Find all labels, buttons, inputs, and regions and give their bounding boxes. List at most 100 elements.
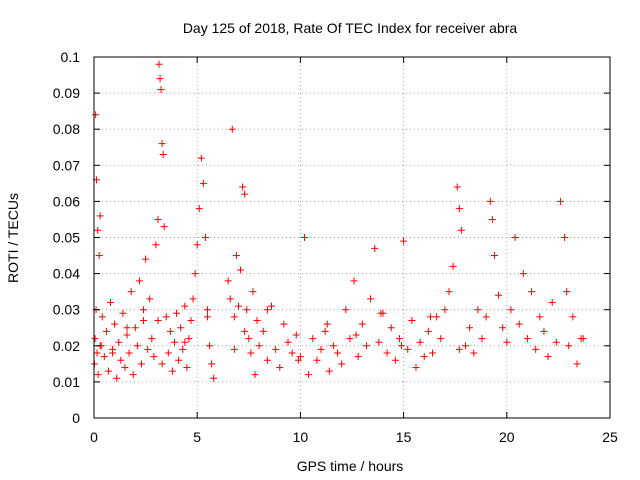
data-point: [323, 320, 331, 328]
data-point: [183, 363, 191, 371]
data-point: [158, 360, 166, 368]
data-point: [93, 349, 101, 357]
data-point: [395, 335, 403, 343]
data-point: [111, 320, 119, 328]
axis-ticks: 0 5 10 15 20 25 0 0.01 0.02 0.03 0.04 0.05 0.06 0.07 0…: [53, 49, 618, 445]
data-point: [301, 234, 309, 241]
data-point: [255, 342, 263, 350]
data-point: [507, 306, 515, 314]
data-point: [157, 85, 165, 93]
data-point: [288, 349, 296, 357]
data-point: [91, 335, 99, 343]
data-point: [334, 349, 342, 357]
data-point: [488, 215, 496, 223]
data-point: [272, 345, 280, 353]
data-point: [142, 255, 150, 263]
y-tick-label: 0.1: [61, 49, 81, 65]
data-point: [470, 349, 478, 357]
data-point: [239, 183, 247, 191]
data-point: [156, 75, 164, 83]
data-point: [532, 345, 540, 353]
data-point: [181, 302, 189, 310]
data-point: [251, 371, 259, 379]
grid: [94, 57, 610, 418]
data-point: [280, 320, 288, 328]
data-point: [129, 371, 137, 379]
data-point: [131, 324, 139, 332]
data-point: [195, 205, 203, 213]
data-point: [515, 320, 523, 328]
data-point: [466, 324, 474, 332]
x-axis-label: GPS time / hours: [297, 458, 404, 474]
data-point: [342, 306, 350, 314]
data-point: [482, 313, 490, 321]
data-point: [96, 212, 104, 220]
data-point: [159, 150, 167, 158]
data-point: [117, 356, 125, 364]
data-point: [210, 374, 218, 382]
data-point: [150, 353, 158, 361]
data-point: [193, 241, 201, 249]
data-point: [241, 190, 249, 198]
data-point: [352, 331, 360, 339]
data-point: [404, 345, 412, 353]
data-point: [168, 367, 176, 375]
data-point: [455, 205, 463, 213]
x-tick-label: 5: [193, 429, 201, 445]
data-point: [424, 327, 432, 335]
x-tick-label: 0: [90, 429, 98, 445]
data-point: [144, 345, 152, 353]
plot-frame: [93, 56, 611, 419]
data-point: [367, 295, 375, 303]
data-point: [499, 324, 507, 332]
data-point: [152, 241, 160, 249]
data-point: [94, 226, 102, 234]
data-point: [284, 338, 292, 346]
data-point: [478, 335, 486, 343]
data-point: [358, 320, 366, 328]
chart-title: Day 125 of 2018, Rate Of TEC Index for r…: [183, 20, 518, 36]
data-point: [173, 309, 181, 317]
data-point: [445, 288, 453, 296]
y-tick-label: 0.09: [53, 85, 80, 101]
data-point: [224, 277, 232, 285]
data-point: [523, 335, 531, 343]
data-point: [398, 342, 406, 350]
data-point: [92, 111, 100, 119]
data-point: [102, 327, 110, 335]
data-point: [433, 313, 441, 321]
data-point: [107, 298, 115, 306]
data-point: [204, 306, 212, 314]
data-point: [556, 197, 564, 205]
data-point: [565, 342, 573, 350]
data-point: [170, 338, 178, 346]
data-point: [544, 353, 552, 361]
data-point: [189, 295, 197, 303]
data-point: [428, 349, 436, 357]
x-tick-label: 15: [396, 429, 412, 445]
data-point: [119, 309, 127, 317]
x-tick-label: 20: [499, 429, 515, 445]
data-point: [206, 342, 214, 350]
data-point: [375, 338, 383, 346]
data-point: [294, 356, 302, 364]
y-tick-label: 0.05: [53, 230, 80, 246]
data-point: [166, 327, 174, 335]
data-point: [383, 349, 391, 357]
data-point: [230, 313, 238, 321]
data-point: [313, 356, 321, 364]
data-point: [573, 360, 581, 368]
data-point: [237, 266, 245, 274]
data-point: [569, 313, 577, 321]
data-point: [437, 335, 445, 343]
data-point: [377, 309, 385, 317]
y-tick-label: 0: [72, 410, 80, 426]
data-point: [495, 291, 503, 299]
data-point: [387, 324, 395, 332]
data-point: [449, 262, 457, 270]
data-point: [245, 335, 253, 343]
y-tick-label: 0.03: [53, 302, 80, 318]
data-point: [329, 342, 337, 350]
data-point: [309, 335, 317, 343]
data-point: [263, 356, 271, 364]
